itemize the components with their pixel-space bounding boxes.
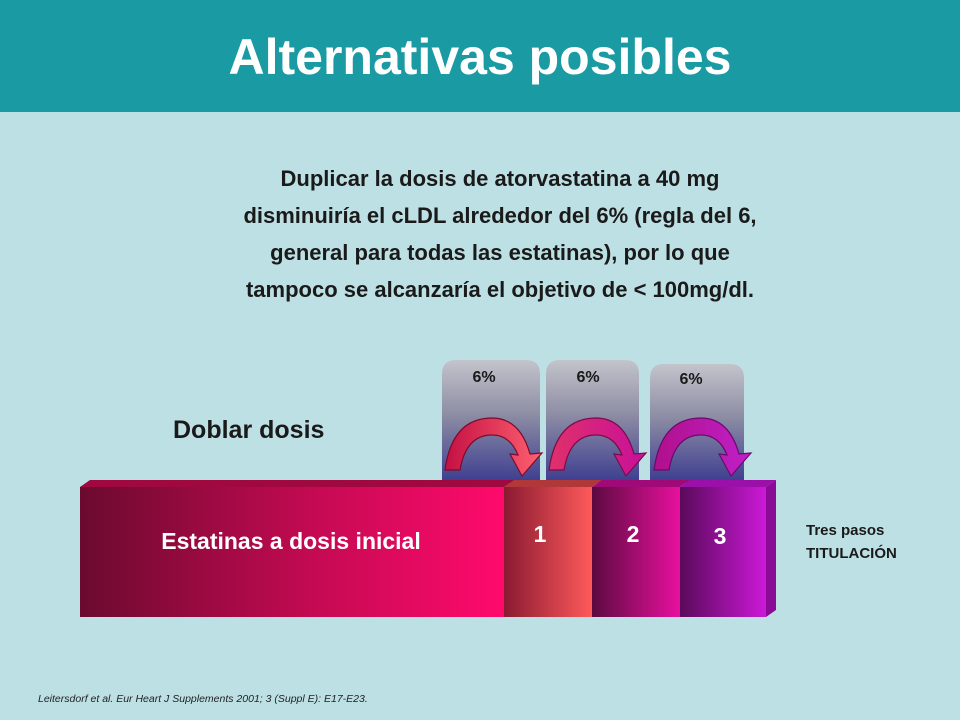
step-block-top <box>504 480 602 487</box>
base-block-top <box>80 480 514 487</box>
curved-arrow-icon <box>444 417 544 478</box>
curved-arrow-icon <box>548 417 648 478</box>
step-label-3: 3 <box>714 523 727 549</box>
side-note-line: TITULACIÓN <box>806 545 897 562</box>
step-block-2 <box>592 487 680 617</box>
step-block-3 <box>680 487 766 617</box>
increment-pct-1: 6% <box>472 369 495 386</box>
side-note-line: Tres pasos <box>806 522 885 539</box>
base-dose-label: Estatinas a dosis inicial <box>161 528 421 554</box>
body-line: tampoco se alcanzaría el objetivo de < 1… <box>245 277 755 302</box>
title-bar <box>0 0 960 112</box>
step-block-side <box>766 480 776 617</box>
body-text: Duplicar la dosis de atorvastatina a 40 … <box>140 160 860 308</box>
step-label-2: 2 <box>627 521 640 547</box>
body-line: general para todas las estatinas), por l… <box>270 240 730 265</box>
step-block-top <box>680 480 776 487</box>
curved-arrow-icon <box>653 417 753 478</box>
increment-pct-3: 6% <box>679 371 702 388</box>
slide-title: Alternativas posibles <box>228 29 732 85</box>
step-block-1 <box>504 487 592 617</box>
body-line: Duplicar la dosis de atorvastatina a 40 … <box>280 166 720 191</box>
step-block-top <box>592 480 690 487</box>
increment-pct-2: 6% <box>576 369 599 386</box>
citation: Leitersdorf et al. Eur Heart J Supplemen… <box>38 693 368 705</box>
body-line: disminuiría el cLDL alrededor del 6% (re… <box>243 203 757 228</box>
step-label-1: 1 <box>534 521 547 547</box>
side-note: Tres pasos TITULACIÓN <box>806 519 897 565</box>
base-dose-block <box>80 487 504 617</box>
diagram-heading: Doblar dosis <box>173 416 325 444</box>
